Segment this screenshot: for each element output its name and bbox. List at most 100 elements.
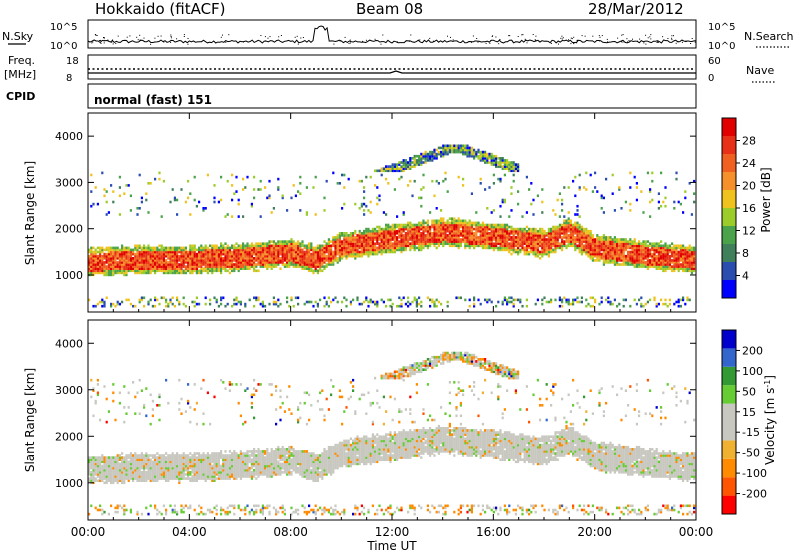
power-cell (448, 244, 451, 248)
nsearch-point (607, 41, 608, 43)
power-cell (233, 269, 236, 273)
power-cell (655, 265, 658, 268)
power-cell (688, 250, 691, 254)
power-cell (534, 227, 537, 231)
power-cell (160, 259, 163, 262)
power-cell (134, 271, 137, 275)
power-cell (151, 257, 154, 260)
power-cell (147, 252, 150, 256)
power-cell (464, 242, 467, 245)
power-cell (629, 250, 632, 254)
power-cell (341, 300, 344, 304)
power-cell (418, 246, 421, 250)
power-cell (123, 263, 126, 266)
power-cell (660, 267, 663, 270)
power-cell (492, 234, 495, 237)
power-cell (382, 248, 385, 252)
power-cell (596, 248, 599, 252)
velocity-cell (92, 479, 95, 482)
power-cell (501, 165, 504, 168)
power-cell (457, 236, 460, 239)
velocity-cell (136, 473, 139, 476)
power-cell (114, 267, 117, 270)
power-cell (644, 263, 647, 266)
power-cell (587, 234, 590, 237)
power-cell (457, 232, 460, 235)
power-cell (237, 252, 240, 256)
power-cell (200, 269, 203, 273)
power-cell (242, 250, 245, 254)
beam-label: Beam 08 (356, 0, 423, 18)
power-cell (556, 232, 559, 235)
power-cell (305, 250, 308, 254)
power-cell (629, 242, 632, 245)
power-cell (587, 252, 590, 256)
power-cell (462, 236, 465, 239)
power-cell (239, 254, 242, 258)
velocity-cell (118, 401, 121, 405)
power-cell (620, 246, 623, 250)
power-cell (444, 229, 447, 233)
power-cell (149, 271, 152, 275)
power-cell (220, 175, 223, 179)
power-cell (532, 252, 535, 256)
power-cell (226, 263, 229, 266)
power-cell (220, 298, 223, 302)
power-colorbar-swatch (722, 262, 736, 280)
velocity-cell (138, 471, 141, 474)
power-cell (446, 227, 449, 231)
power-cell (248, 298, 251, 302)
power-cell (682, 267, 685, 270)
power-cell (200, 250, 203, 254)
power-cell (470, 244, 473, 248)
velocity-cell (129, 475, 132, 478)
power-cell (261, 252, 264, 256)
power-cell (105, 252, 108, 256)
power-cell (484, 238, 487, 241)
power-cell (517, 240, 520, 243)
power-cell (136, 265, 139, 268)
nsearch-point (112, 43, 114, 45)
power-cell (327, 244, 330, 248)
power-cell (528, 227, 531, 231)
power-cell (464, 221, 467, 225)
nsearch-point (598, 35, 600, 37)
power-cell (422, 227, 425, 231)
power-cell (415, 225, 418, 229)
power-cell (198, 248, 201, 252)
power-cell (525, 234, 528, 237)
power-cell (457, 150, 460, 154)
power-cell (688, 248, 691, 252)
power-cell (310, 300, 313, 304)
power-cell (686, 257, 689, 260)
power-cell (437, 219, 440, 223)
power-cell (198, 302, 201, 306)
power-cell (508, 215, 511, 218)
power-cell (620, 238, 623, 241)
power-cell (200, 263, 203, 266)
power-cell (275, 259, 278, 262)
power-cell (165, 248, 168, 252)
power-cell (547, 242, 550, 245)
velocity-cell (125, 473, 128, 476)
power-cell (686, 252, 689, 256)
velocity-cell (92, 466, 95, 470)
power-cell (259, 250, 262, 254)
power-cell (215, 244, 218, 248)
power-cell (429, 304, 432, 308)
power-cell (127, 261, 130, 264)
power-cell (486, 298, 489, 302)
velocity-cell (127, 454, 130, 457)
power-cell (677, 244, 680, 248)
power-cell (466, 154, 469, 158)
power-cell (228, 265, 231, 268)
power-cell (385, 167, 388, 170)
power-cell (435, 298, 438, 302)
power-cell (94, 267, 97, 270)
power-cell (90, 250, 93, 254)
power-cell (422, 154, 425, 158)
power-cell (550, 248, 553, 252)
velocity-cell (116, 473, 119, 476)
power-cell (202, 257, 205, 260)
power-cell (272, 248, 275, 252)
